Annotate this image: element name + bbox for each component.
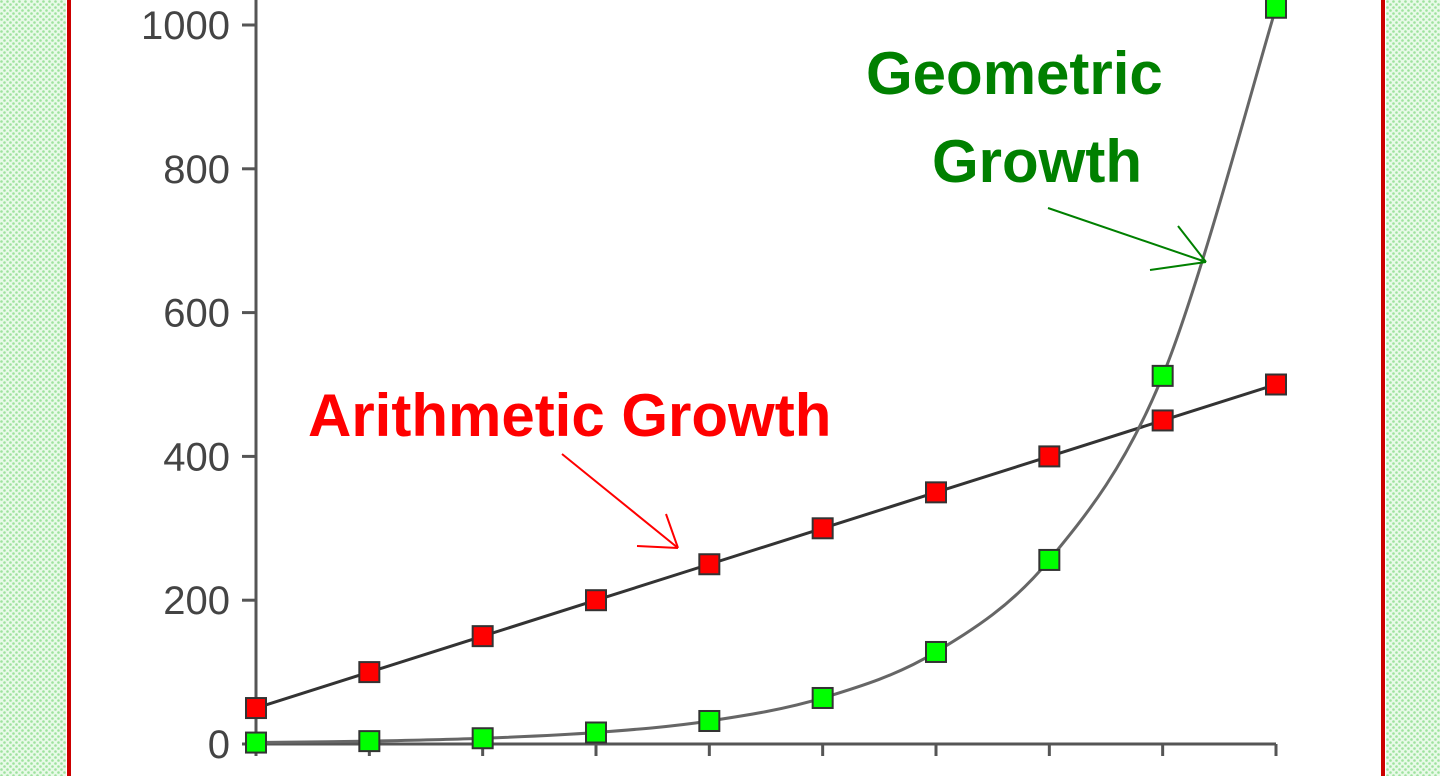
arithmetic-marker xyxy=(358,661,381,684)
arithmetic-marker xyxy=(925,481,947,504)
arithmetic-marker xyxy=(1151,409,1174,432)
arithmetic-marker xyxy=(245,697,267,720)
y-tick-label: 0 xyxy=(208,723,230,767)
geometric-marker xyxy=(698,709,721,732)
arithmetic-arrow xyxy=(561,453,679,549)
series-lines xyxy=(255,7,1278,745)
geometric-marker xyxy=(811,686,834,709)
geometric-marker xyxy=(1265,0,1287,19)
arithmetic-marker xyxy=(1265,373,1287,396)
arithmetic-marker xyxy=(585,589,607,612)
y-tick-label: 800 xyxy=(163,148,230,192)
y-tick-label: 1000 xyxy=(141,4,230,48)
x-ticks xyxy=(254,744,1278,756)
geometric-marker xyxy=(925,640,947,663)
geometric-marker xyxy=(471,727,494,750)
geometric-marker xyxy=(1038,548,1061,571)
geometric-annotation-line-1: Geometric xyxy=(866,40,1163,107)
geometric-line xyxy=(255,7,1278,745)
geometric-marker xyxy=(358,730,381,753)
arithmetic-marker xyxy=(811,517,834,540)
right-band xyxy=(1386,0,1440,776)
arithmetic-marker xyxy=(471,625,494,648)
y-tick-label: 400 xyxy=(163,435,230,479)
geometric-marker xyxy=(245,731,267,754)
left-band xyxy=(0,0,66,776)
arithmetic-annotation: Arithmetic Growth xyxy=(308,382,831,449)
y-ticks: 0 200 400 600 800 1000 xyxy=(141,4,256,767)
geometric-marker xyxy=(1151,364,1174,387)
geometric-marker xyxy=(585,721,607,744)
arithmetic-line xyxy=(255,383,1277,710)
geometric-arrow xyxy=(1047,207,1207,271)
series-markers xyxy=(245,0,1287,754)
arithmetic-marker xyxy=(1038,445,1061,468)
y-tick-label: 600 xyxy=(163,292,230,336)
geometric-annotation-line-2: Growth xyxy=(932,128,1142,195)
y-tick-label: 200 xyxy=(163,579,230,623)
arithmetic-marker xyxy=(698,553,721,576)
